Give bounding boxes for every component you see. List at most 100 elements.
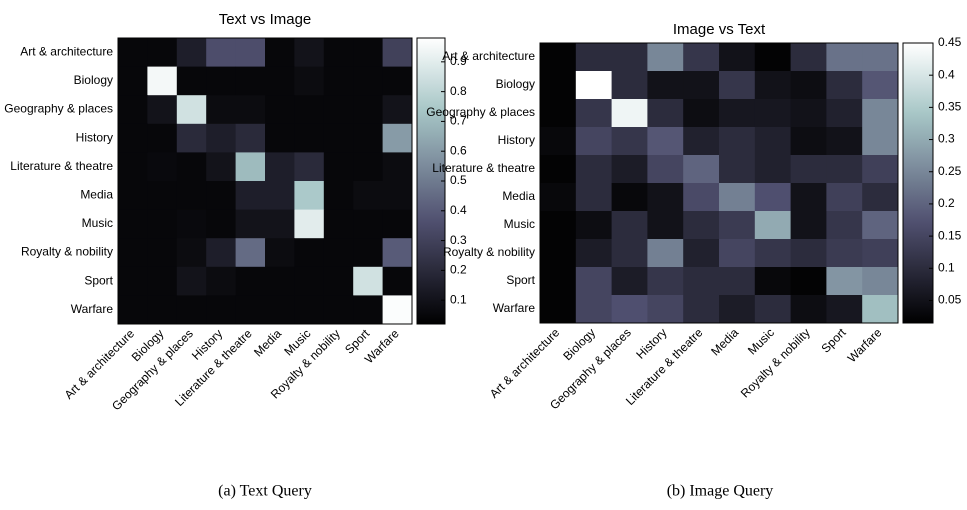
heat-cell bbox=[265, 95, 295, 125]
heat-cell bbox=[265, 181, 295, 211]
heat-cell bbox=[611, 155, 648, 184]
heat-cell bbox=[176, 238, 207, 268]
heat-cell bbox=[382, 238, 413, 268]
heat-cell bbox=[118, 209, 148, 239]
heat-cell bbox=[540, 99, 577, 128]
y-tick-label: Royalty & nobility bbox=[443, 245, 535, 259]
heat-cell bbox=[790, 99, 827, 128]
heat-cell bbox=[147, 152, 178, 182]
colorbar-tick-label: 0.3 bbox=[450, 233, 467, 247]
heat-cell bbox=[754, 71, 792, 100]
heat-cell bbox=[382, 209, 413, 239]
heat-cell bbox=[118, 295, 148, 325]
y-tick-label: Literature & theatre bbox=[432, 161, 535, 175]
chart-title: Text vs Image bbox=[219, 11, 312, 28]
y-tick-label: Art & architecture bbox=[442, 49, 535, 63]
heat-cell bbox=[176, 295, 207, 325]
heat-cell bbox=[575, 267, 613, 296]
colorbar-tick-label: 0.6 bbox=[450, 143, 467, 157]
heat-cell bbox=[176, 66, 207, 96]
heat-cell bbox=[647, 43, 684, 72]
heat-cell bbox=[611, 211, 648, 240]
heat-cell bbox=[683, 267, 720, 296]
heat-cell bbox=[683, 71, 720, 100]
heat-cell bbox=[862, 239, 899, 268]
heat-cell bbox=[790, 211, 827, 240]
heat-cell bbox=[683, 43, 720, 72]
heat-cell bbox=[754, 127, 792, 156]
heat-cell bbox=[294, 266, 325, 296]
heat-cell bbox=[353, 66, 384, 96]
heat-cell bbox=[540, 267, 577, 296]
heat-cell bbox=[647, 99, 684, 128]
heat-cell bbox=[719, 183, 756, 212]
heat-cell bbox=[647, 71, 684, 100]
y-tick-label: Music bbox=[82, 216, 113, 230]
heat-cell bbox=[754, 99, 792, 128]
heat-cell bbox=[382, 181, 413, 211]
heat-cell bbox=[575, 71, 613, 100]
heat-cell bbox=[147, 181, 178, 211]
heat-cell bbox=[575, 239, 613, 268]
heat-cell bbox=[382, 152, 413, 182]
heat-cell bbox=[235, 38, 266, 68]
colorbar-tick-label: 0.1 bbox=[938, 260, 955, 274]
heat-cell bbox=[647, 295, 684, 324]
heat-cell bbox=[353, 95, 384, 125]
colorbar-tick-label: 0.2 bbox=[450, 263, 467, 277]
heat-cell bbox=[206, 266, 237, 296]
colorbar-tick-label: 0.8 bbox=[450, 84, 467, 98]
y-tick-label: Media bbox=[80, 187, 113, 201]
heat-cell bbox=[118, 152, 148, 182]
heat-cell bbox=[323, 266, 354, 296]
heat-cell bbox=[540, 239, 577, 268]
plot-frame bbox=[117, 37, 413, 325]
y-tick-label: Media bbox=[502, 189, 535, 203]
heat-cell bbox=[683, 155, 720, 184]
heat-cell bbox=[235, 123, 266, 153]
heat-cell bbox=[790, 43, 827, 72]
heat-cell bbox=[147, 209, 178, 239]
heat-cell bbox=[294, 209, 325, 239]
heat-cell bbox=[683, 127, 720, 156]
heat-cell bbox=[719, 99, 756, 128]
heat-cell bbox=[754, 183, 792, 212]
heat-cell bbox=[353, 181, 384, 211]
heat-cell bbox=[719, 127, 756, 156]
heat-cell bbox=[206, 38, 237, 68]
colorbar-tick-label: 0.1 bbox=[450, 292, 467, 306]
heat-cell bbox=[611, 267, 648, 296]
heat-cell bbox=[862, 295, 899, 324]
heat-cell bbox=[719, 295, 756, 324]
y-tick-label: Warfare bbox=[71, 302, 114, 316]
heat-cell bbox=[862, 99, 899, 128]
heat-cell bbox=[719, 43, 756, 72]
heat-cell bbox=[235, 295, 266, 325]
heat-cell bbox=[719, 155, 756, 184]
heat-cell bbox=[206, 152, 237, 182]
heat-cell bbox=[323, 152, 354, 182]
heat-cell bbox=[683, 211, 720, 240]
heat-cell bbox=[235, 181, 266, 211]
heat-cell bbox=[118, 181, 148, 211]
colorbar-tick-label: 0.35 bbox=[938, 100, 962, 114]
heat-cell bbox=[719, 239, 756, 268]
heat-cell bbox=[647, 267, 684, 296]
heat-cell bbox=[235, 209, 266, 239]
heat-cell bbox=[235, 266, 266, 296]
heat-cell bbox=[647, 127, 684, 156]
heat-cell bbox=[719, 211, 756, 240]
heat-cell bbox=[826, 211, 863, 240]
heat-cell bbox=[235, 152, 266, 182]
heat-cell bbox=[206, 123, 237, 153]
heat-cell bbox=[611, 295, 648, 324]
heat-cell bbox=[382, 123, 413, 153]
heat-cell bbox=[147, 295, 178, 325]
heat-cell bbox=[206, 209, 237, 239]
heat-cell bbox=[683, 295, 720, 324]
heat-cell bbox=[826, 183, 863, 212]
heat-cell bbox=[323, 209, 354, 239]
heat-cell bbox=[826, 295, 863, 324]
heat-cell bbox=[265, 266, 295, 296]
colorbar-tick-label: 0.2 bbox=[938, 196, 955, 210]
